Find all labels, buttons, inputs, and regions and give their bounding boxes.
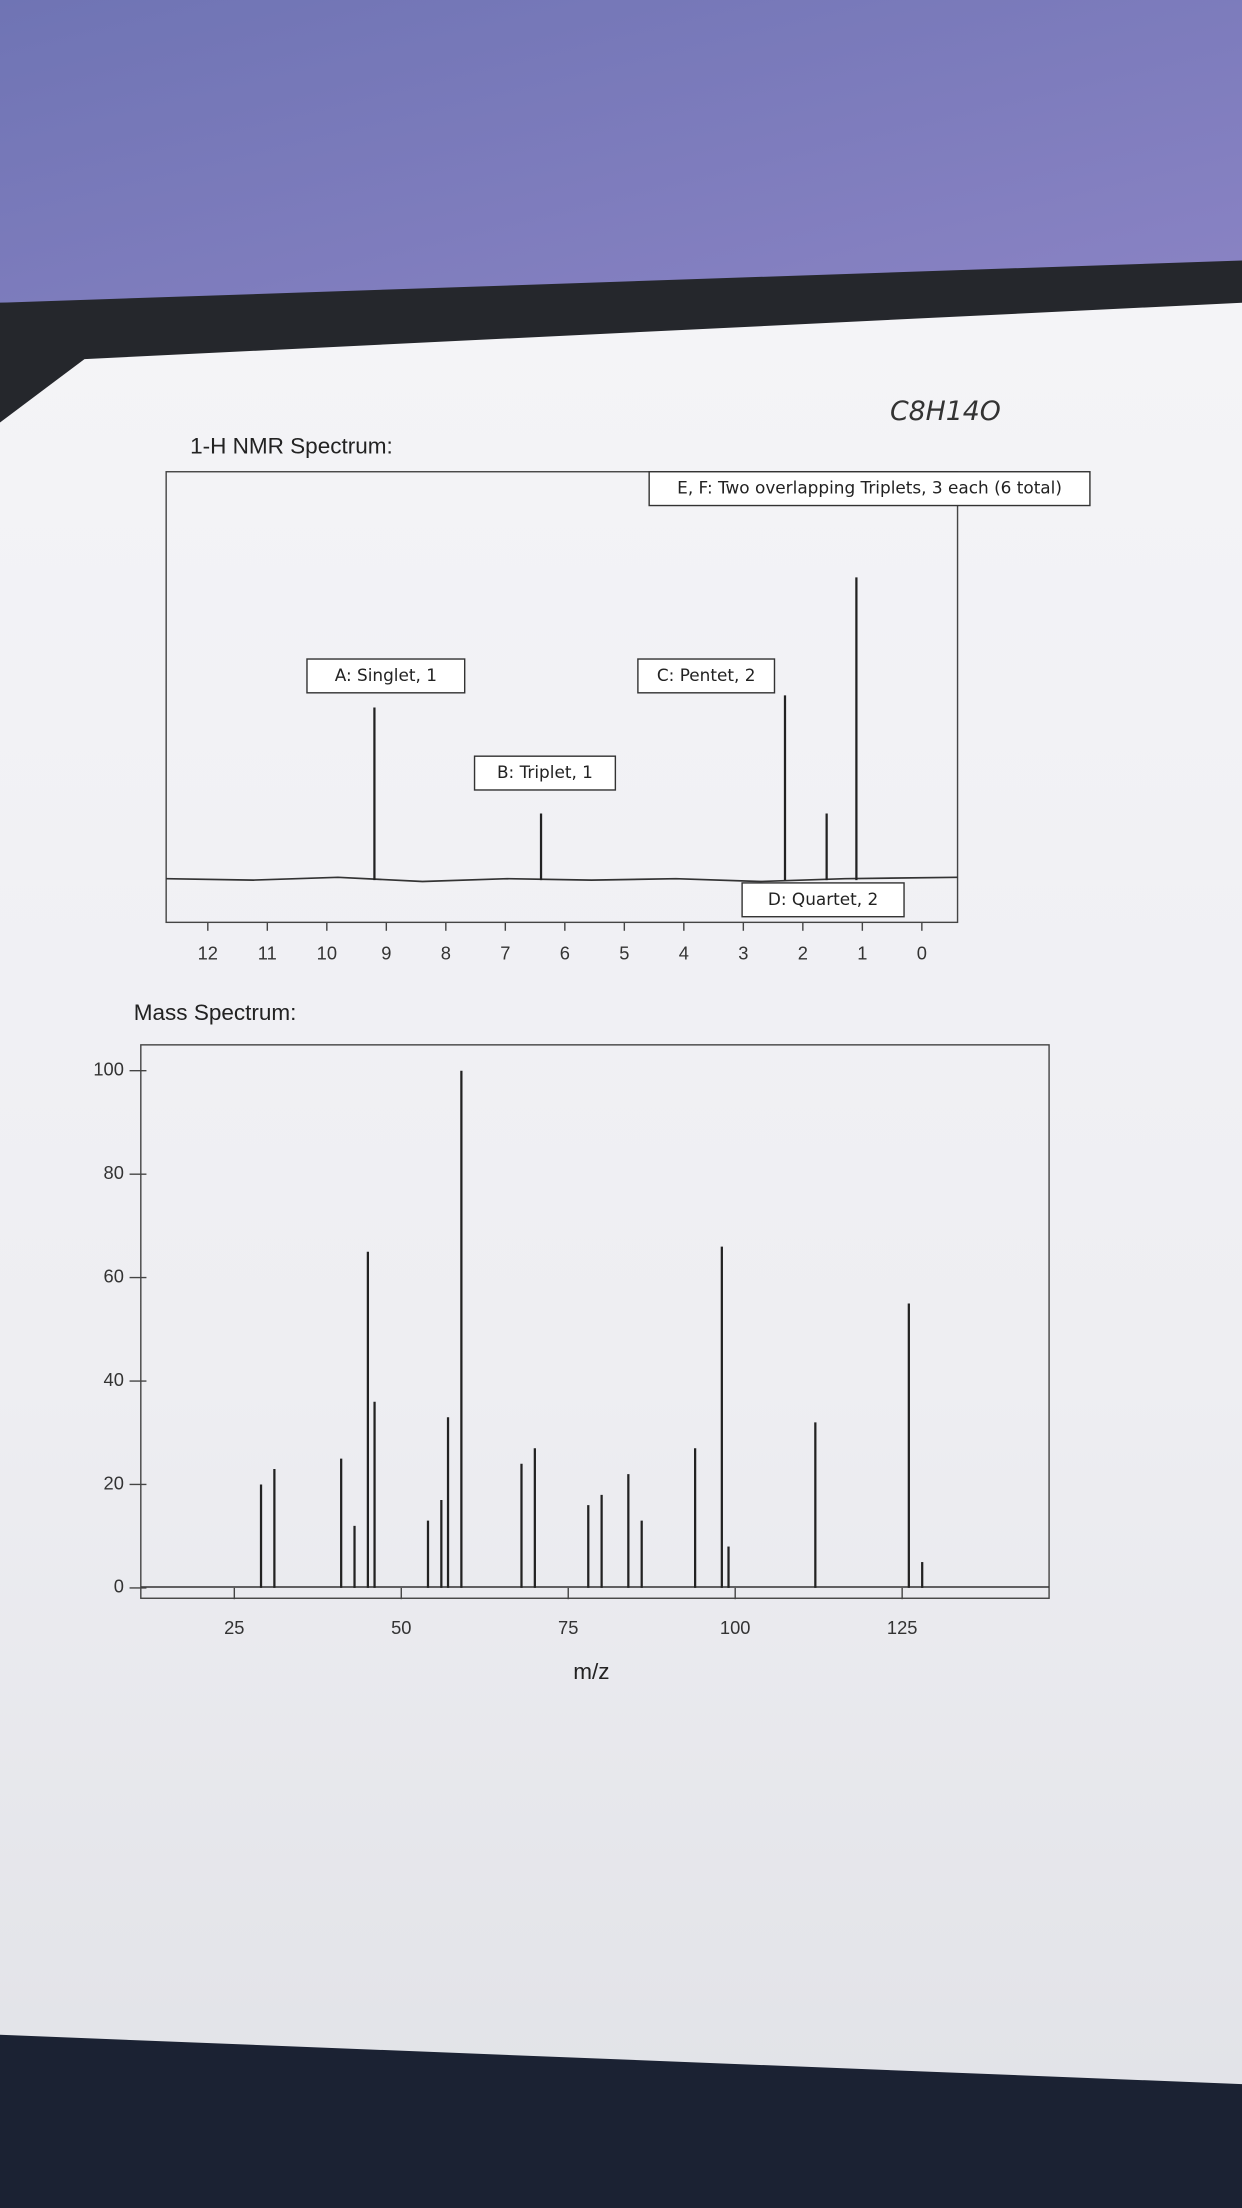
x-tick-label: 5 <box>619 943 629 964</box>
ms-title: Mass Spectrum: <box>134 1000 297 1025</box>
nmr-frame <box>165 471 959 924</box>
x-tick-label: 11 <box>258 943 277 964</box>
formula: C8H14O <box>890 396 1001 427</box>
x-tick-label: 0 <box>917 943 927 964</box>
annotation: D: Quartet, 2 <box>768 889 878 909</box>
x-tick-label: 3 <box>738 943 748 964</box>
x-tick-label: 25 <box>224 1617 244 1638</box>
y-tick-label: 0 <box>114 1576 124 1597</box>
x-tick-label: 2 <box>798 943 808 964</box>
ms-frame <box>140 1044 1050 1599</box>
x-tick-label: 10 <box>317 943 337 964</box>
y-tick-label: 100 <box>93 1059 124 1080</box>
annotation-box <box>648 471 1091 507</box>
annotation-box <box>306 658 466 694</box>
x-tick-label: 9 <box>381 943 391 964</box>
x-tick-label: 100 <box>720 1617 751 1638</box>
y-tick-label: 80 <box>104 1162 124 1183</box>
y-tick-label: 20 <box>104 1472 124 1493</box>
x-tick-label: 50 <box>391 1617 411 1638</box>
y-tick-label: 60 <box>104 1265 124 1286</box>
x-tick-label: 4 <box>679 943 689 964</box>
annotation: E, F: Two overlapping Triplets, 3 each (… <box>677 478 1062 498</box>
x-tick-label: 1 <box>857 943 867 964</box>
annotation-box <box>637 658 776 694</box>
annotation: A: Singlet, 1 <box>335 665 437 685</box>
x-tick-label: 75 <box>558 1617 578 1638</box>
x-axis-label: m/z <box>573 1659 609 1684</box>
nmr-baseline <box>166 876 958 883</box>
annotation-box <box>473 755 617 791</box>
screen <box>0 0 1242 303</box>
x-tick-label: 6 <box>560 943 570 964</box>
x-tick-label: 7 <box>500 943 510 964</box>
x-tick-label: 125 <box>887 1617 918 1638</box>
annotation-box <box>741 882 905 918</box>
nmr-title: 1-H NMR Spectrum: <box>190 434 393 459</box>
annotation: C: Pentet, 2 <box>657 665 756 685</box>
y-tick-label: 40 <box>104 1369 124 1390</box>
paper <box>0 302 1242 2085</box>
x-tick-label: 12 <box>198 943 218 964</box>
x-tick-label: 8 <box>441 943 451 964</box>
annotation: B: Triplet, 1 <box>497 762 593 782</box>
